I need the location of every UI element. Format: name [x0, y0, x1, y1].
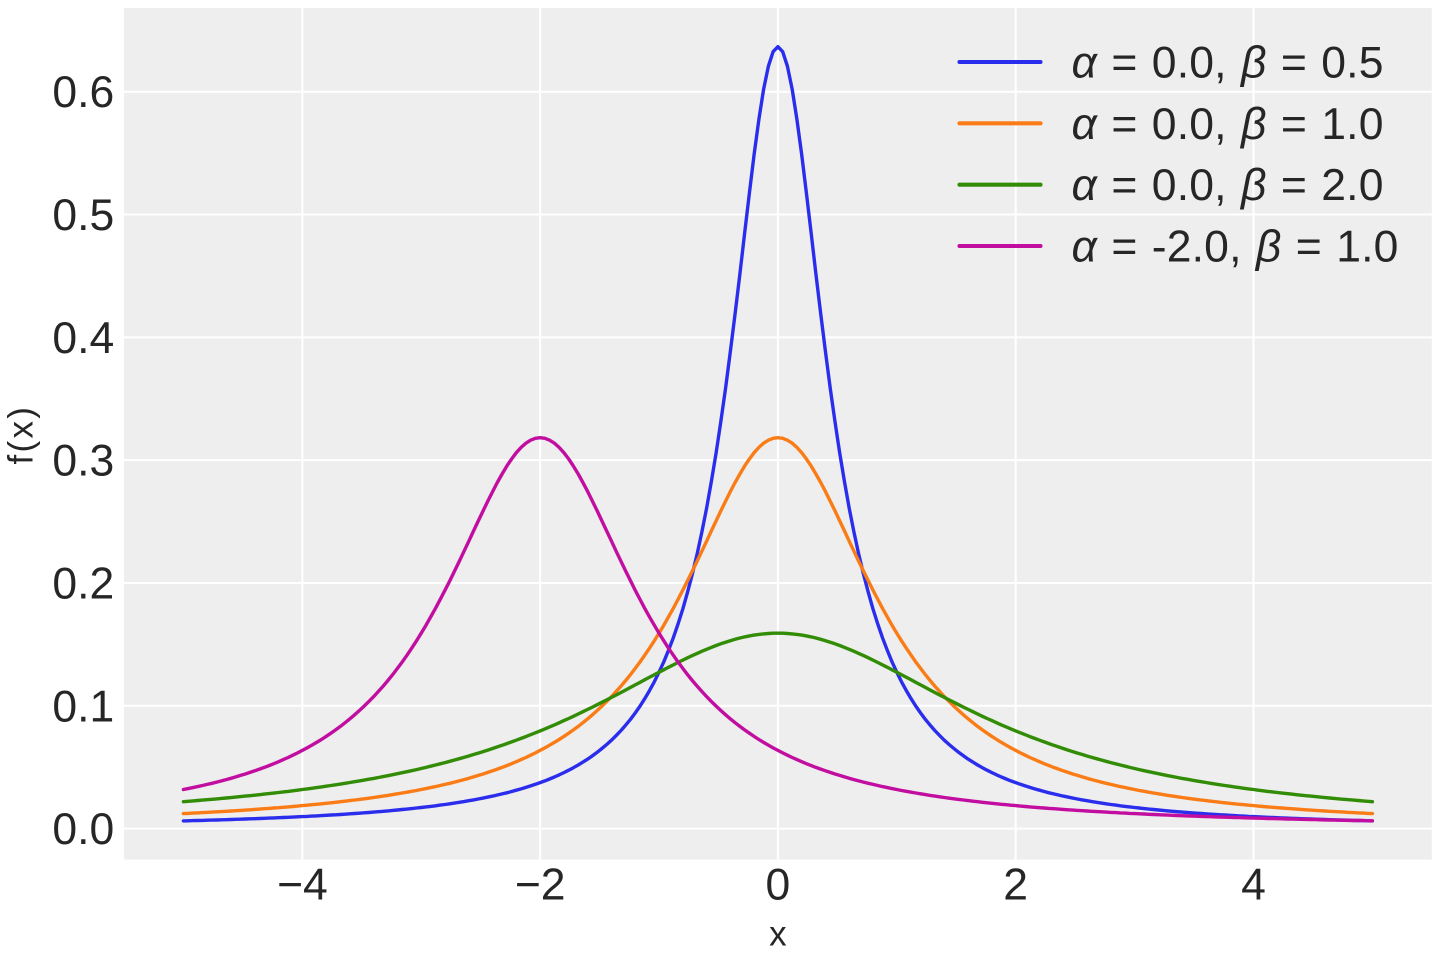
svg-text:α = -2.0, β = 1.0: α = -2.0, β = 1.0 [1072, 223, 1399, 272]
svg-text:0.5: 0.5 [52, 191, 114, 240]
svg-text:−2: −2 [515, 861, 566, 910]
svg-text:α = 0.0, β = 2.0: α = 0.0, β = 2.0 [1072, 161, 1384, 210]
svg-text:0: 0 [766, 861, 791, 910]
svg-text:0.3: 0.3 [52, 437, 114, 486]
svg-text:2: 2 [1003, 861, 1028, 910]
svg-text:0.2: 0.2 [52, 559, 114, 608]
svg-text:x: x [769, 915, 787, 954]
svg-text:4: 4 [1241, 861, 1266, 910]
svg-text:−4: −4 [277, 861, 328, 910]
svg-text:0.6: 0.6 [52, 68, 114, 117]
svg-text:α = 0.0, β = 1.0: α = 0.0, β = 1.0 [1072, 100, 1384, 149]
svg-text:α = 0.0, β = 0.5: α = 0.0, β = 0.5 [1072, 39, 1384, 88]
svg-text:0.0: 0.0 [52, 805, 114, 854]
svg-text:0.4: 0.4 [52, 314, 114, 363]
svg-text:f(x): f(x) [2, 405, 41, 465]
svg-text:0.1: 0.1 [52, 682, 114, 731]
